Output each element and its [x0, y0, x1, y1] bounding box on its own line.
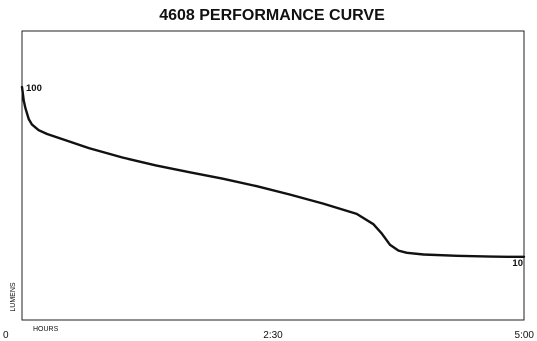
x-tick-labels: 0 2:30 5:00 — [3, 330, 534, 341]
x-tick-label: 2:30 — [263, 330, 283, 341]
x-tick-label: 5:00 — [515, 330, 535, 341]
plot-frame — [21, 30, 525, 321]
data-label: 100 — [26, 83, 42, 94]
y-axis-label: LUMENS — [10, 282, 17, 312]
series-line — [20, 85, 526, 258]
x-tick-label: 0 — [3, 330, 9, 341]
chart-title: 4608 PERFORMANCE CURVE — [159, 7, 385, 24]
data-labels: 100 10 — [26, 83, 523, 269]
x-axis-label: HOURS — [33, 326, 59, 333]
data-label: 10 — [512, 258, 523, 269]
